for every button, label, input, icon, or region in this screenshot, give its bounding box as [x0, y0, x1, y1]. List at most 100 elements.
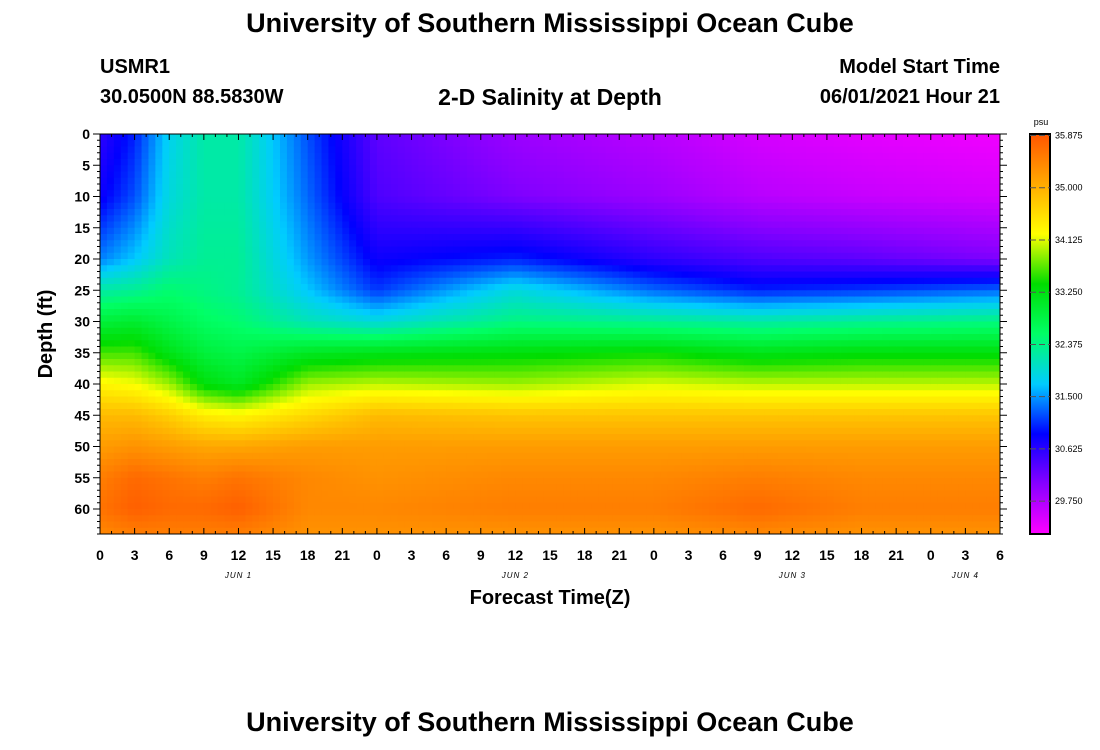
heatmap-cell — [612, 521, 620, 529]
heatmap-cell — [162, 365, 170, 373]
heatmap-cell — [155, 365, 163, 373]
heatmap-cell — [446, 196, 454, 204]
heatmap-cell — [252, 371, 260, 379]
heatmap-cell — [183, 346, 191, 354]
heatmap-cell — [473, 390, 482, 398]
heatmap-cell — [176, 140, 184, 148]
heatmap-cell — [418, 227, 426, 235]
heatmap-cell — [508, 171, 516, 179]
heatmap-cell — [439, 159, 447, 166]
heatmap-cell — [106, 340, 115, 348]
heatmap-cell — [390, 402, 399, 410]
heatmap-cell — [363, 315, 371, 323]
heatmap-cell — [363, 296, 371, 304]
heatmap-cell — [231, 177, 240, 185]
heatmap-cell — [515, 371, 523, 379]
heatmap-cell — [515, 415, 523, 423]
heatmap-cell — [127, 421, 136, 429]
heatmap-cell — [155, 234, 163, 241]
heatmap-cell — [314, 465, 323, 473]
heatmap-cell — [148, 221, 156, 229]
heatmap-cell — [280, 265, 288, 273]
heatmap-cell — [508, 134, 516, 141]
heatmap-cell — [619, 515, 627, 523]
heatmap-cell — [238, 521, 246, 529]
heatmap-cell — [411, 496, 420, 504]
heatmap-cell — [425, 327, 433, 335]
heatmap-cell — [633, 271, 641, 279]
heatmap-cell — [203, 421, 212, 429]
heatmap-cell — [536, 259, 544, 266]
heatmap-cell — [515, 146, 523, 154]
heatmap-cell — [363, 515, 371, 523]
heatmap-cell — [598, 246, 606, 254]
heatmap-cell — [626, 134, 634, 141]
heatmap-cell — [217, 152, 226, 160]
heatmap-cell — [217, 446, 226, 454]
heatmap-cell — [273, 290, 281, 298]
heatmap-cell — [273, 284, 281, 291]
heatmap-cell — [266, 365, 274, 373]
heatmap-cell — [113, 246, 122, 254]
heatmap-cell — [425, 202, 433, 210]
heatmap-cell — [120, 365, 129, 373]
heatmap-cell — [619, 177, 627, 185]
heatmap-cell — [612, 327, 620, 335]
heatmap-cell — [134, 184, 143, 191]
heatmap-cell — [349, 190, 357, 198]
heatmap-cell — [127, 227, 136, 235]
heatmap-cell — [113, 446, 122, 454]
heatmap-cell — [293, 152, 302, 160]
heatmap-cell — [169, 134, 177, 141]
heatmap-cell — [224, 390, 233, 398]
heatmap-cell — [446, 259, 454, 266]
heatmap-cell — [536, 227, 544, 235]
heatmap-cell — [577, 215, 586, 223]
heatmap-cell — [286, 140, 295, 148]
heatmap-cell — [280, 202, 288, 210]
heatmap-cell — [342, 221, 350, 229]
heatmap-cell — [390, 315, 399, 323]
station-coordinates: 30.0500N 88.5830W — [100, 86, 284, 108]
heatmap-cell — [321, 334, 330, 341]
heatmap-cell — [460, 252, 468, 260]
heatmap-cell — [446, 234, 454, 241]
heatmap-cell — [176, 221, 184, 229]
heatmap-cell — [473, 202, 482, 210]
heatmap-cell — [473, 146, 482, 154]
heatmap-cell — [383, 496, 392, 504]
heatmap-cell — [335, 477, 343, 485]
heatmap-cell — [286, 421, 295, 429]
heatmap-cell — [335, 184, 343, 191]
heatmap-cell — [252, 346, 260, 354]
heatmap-cell — [501, 515, 510, 523]
heatmap-cell — [439, 259, 447, 266]
heatmap-cell — [473, 284, 482, 291]
heatmap-cell — [473, 134, 482, 141]
heatmap-cell — [522, 152, 530, 160]
heatmap-cell — [425, 302, 433, 310]
heatmap-cell — [515, 484, 523, 491]
heatmap-cell — [487, 290, 496, 298]
heatmap-cell — [141, 496, 150, 504]
heatmap-cell — [266, 215, 274, 223]
heatmap-cell — [536, 496, 544, 504]
heatmap-cell — [529, 465, 537, 473]
heatmap-cell — [508, 284, 516, 291]
heatmap-cell — [134, 165, 143, 173]
heatmap-cell — [363, 346, 371, 354]
heatmap-cell — [439, 215, 447, 223]
heatmap-cell — [584, 184, 593, 191]
heatmap-cell — [203, 134, 212, 141]
heatmap-cell — [141, 309, 150, 316]
heatmap-cell — [446, 134, 454, 141]
heatmap-cell — [619, 459, 627, 466]
heatmap-cell — [390, 396, 399, 404]
heatmap-cell — [252, 265, 260, 273]
heatmap-cell — [563, 415, 572, 423]
heatmap-cell — [460, 452, 468, 460]
heatmap-cell — [556, 227, 565, 235]
heatmap-cell — [411, 146, 420, 154]
heatmap-cell — [432, 152, 440, 160]
heatmap-cell — [286, 209, 295, 216]
